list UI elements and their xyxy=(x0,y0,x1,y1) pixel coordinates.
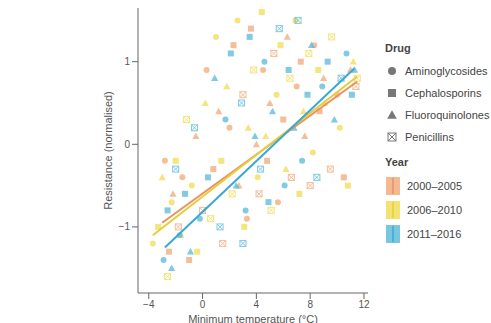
svg-text:Resistance (normalised): Resistance (normalised) xyxy=(102,91,114,210)
svg-text:12: 12 xyxy=(358,299,370,310)
svg-text:0: 0 xyxy=(200,299,206,310)
html-text:Penicillins: Penicillins xyxy=(405,131,454,143)
svg-text:Minimum temperature (°C): Minimum temperature (°C) xyxy=(188,313,318,323)
svg-text:1: 1 xyxy=(124,56,130,67)
html-text:2011–2016: 2011–2016 xyxy=(407,228,462,240)
svg-text:8: 8 xyxy=(307,299,313,310)
html-text:2006–2010: 2006–2010 xyxy=(407,204,463,216)
html-text:2000–2005: 2000–2005 xyxy=(407,180,463,192)
html-text:Aminoglycosides: Aminoglycosides xyxy=(405,65,488,77)
html-text:Fluoroquinolones: Fluoroquinolones xyxy=(405,109,490,121)
svg-text:0: 0 xyxy=(124,139,130,150)
html-text:Cephalosporins: Cephalosporins xyxy=(405,87,482,99)
svg-text:−1: −1 xyxy=(119,221,131,232)
html-text:Year: Year xyxy=(385,156,409,168)
svg-text:4: 4 xyxy=(254,299,260,310)
svg-text:−4: −4 xyxy=(143,299,155,310)
html-text:Drug: Drug xyxy=(385,42,411,54)
